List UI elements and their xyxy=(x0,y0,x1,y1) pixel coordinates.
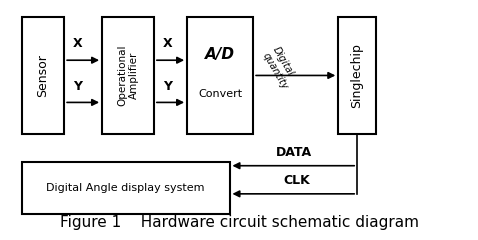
FancyBboxPatch shape xyxy=(102,17,154,134)
FancyBboxPatch shape xyxy=(187,17,253,134)
Text: Y: Y xyxy=(73,80,82,93)
Text: DATA: DATA xyxy=(276,146,312,159)
FancyBboxPatch shape xyxy=(22,17,64,134)
Text: Digital
quantity: Digital quantity xyxy=(260,45,299,91)
Text: Convert: Convert xyxy=(198,89,242,99)
Text: Y: Y xyxy=(163,80,172,93)
Text: CLK: CLK xyxy=(283,174,310,187)
Text: Operational
Amplifier: Operational Amplifier xyxy=(117,45,139,106)
Text: X: X xyxy=(73,37,82,50)
Text: A/D: A/D xyxy=(205,47,235,62)
Text: Sensor: Sensor xyxy=(36,54,49,97)
FancyBboxPatch shape xyxy=(22,162,229,214)
Text: Singlechip: Singlechip xyxy=(350,43,364,108)
Text: Figure 1    Hardware circuit schematic diagram: Figure 1 Hardware circuit schematic diag… xyxy=(59,215,419,230)
Text: X: X xyxy=(163,37,172,50)
FancyBboxPatch shape xyxy=(338,17,376,134)
Text: Digital Angle display system: Digital Angle display system xyxy=(46,183,205,193)
